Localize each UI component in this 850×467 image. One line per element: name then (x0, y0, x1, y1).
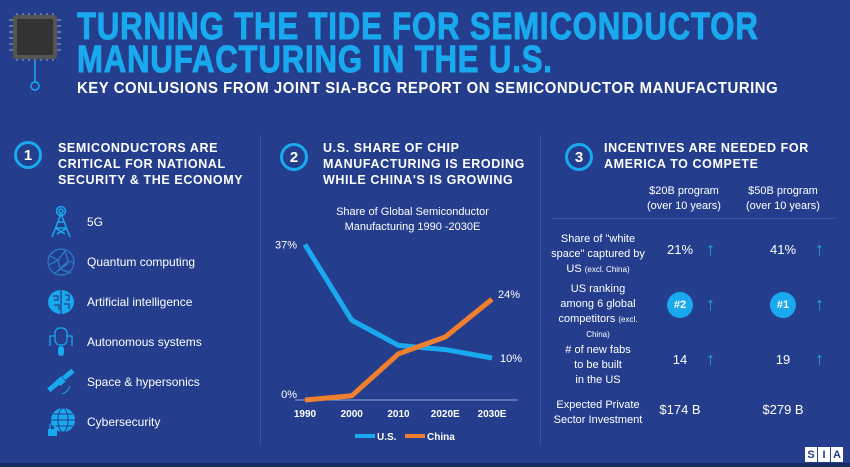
row-label-line: US ranking (570, 283, 626, 295)
title-line-2: MANUFACTURING IN THE U.S. (77, 39, 553, 81)
column-header: $50B program (over 10 years) (733, 184, 833, 214)
divider (540, 135, 541, 445)
row-label-line: US (excl. China) (548, 262, 648, 277)
legend-label: China (427, 432, 455, 443)
column-header-line: $50B program (748, 185, 818, 197)
row-label-line: competitors (excl. China) (548, 312, 648, 342)
microchip-icon (9, 13, 61, 91)
logo-letter: A (831, 447, 843, 462)
row-label-line: Share of "white (560, 233, 636, 245)
item-label: 5G (87, 215, 104, 229)
list-item: Cybersecurity (45, 404, 160, 440)
item-label: Cybersecurity (87, 415, 161, 429)
series-line-us (302, 243, 493, 361)
section-number: 2 (280, 143, 308, 171)
row-label: # of new fabs to be built in the US (548, 343, 648, 388)
network-sphere-icon (47, 248, 75, 276)
logo-letter: S (805, 447, 817, 462)
row-note: (excl. China) (584, 265, 630, 274)
column-header-line: $20B program (649, 185, 719, 197)
row-label-line: to be built (574, 359, 622, 371)
table-divider (552, 218, 835, 219)
data-label: 0% (281, 389, 297, 401)
data-label: 37% (275, 240, 297, 252)
subtitle: KEY CONLUSIONS FROM JOINT SIA-BCG REPORT… (77, 80, 779, 97)
row-value: 21% (666, 242, 694, 257)
row-value: 41% (769, 242, 797, 257)
row-label-line: space" captured by (551, 248, 645, 260)
item-label: Space & hypersonics (87, 375, 200, 389)
up-arrow-icon: ↑ (815, 349, 824, 369)
heading-line: SEMICONDUCTORS ARE (58, 141, 219, 155)
logo-letter: I (818, 447, 830, 462)
up-arrow-icon: ↑ (706, 239, 715, 259)
list-item: Autonomous systems (45, 324, 202, 360)
row-label-line: Sector Investment (553, 414, 643, 426)
title-line-1: TURNING THE TIDE FOR SEMICONDUCTOR (77, 6, 759, 48)
up-arrow-icon: ↑ (706, 294, 715, 314)
ranking-badge: #1 (770, 292, 796, 318)
heading-line: AMERICA TO COMPETE (604, 157, 759, 171)
heading-line: U.S. SHARE OF CHIP (323, 141, 460, 155)
satellite-icon (47, 368, 75, 395)
row-label-line: # of new fabs (565, 344, 631, 356)
row-note: (excl. China) (586, 315, 638, 339)
section-number: 3 (565, 143, 593, 171)
cell-tower-icon (51, 206, 71, 238)
up-arrow-icon: ↑ (815, 294, 824, 314)
item-label: Autonomous systems (87, 335, 202, 349)
column-header-line: (over 10 years) (647, 200, 721, 212)
column-header: $20B program (over 10 years) (634, 184, 734, 214)
row-label: Expected Private Sector Investment (548, 398, 648, 428)
row-label-line: in the US (575, 374, 621, 386)
section1-heading: SEMICONDUCTORS ARE CRITICAL FOR NATIONAL… (58, 140, 243, 188)
row-value: 19 (775, 352, 791, 367)
item-label: Quantum computing (87, 255, 196, 269)
row-label-line: among 6 global (560, 298, 636, 310)
globe-lock-icon (48, 407, 75, 436)
row-value: 14 (672, 352, 688, 367)
heading-line: WHILE CHINA'S IS GROWING (323, 173, 514, 187)
list-item: Quantum computing (45, 244, 195, 280)
row-label: Share of "white space" captured by US (exc… (548, 232, 648, 277)
section-number: 1 (14, 141, 42, 169)
x-tick-label: 2010 (387, 409, 410, 420)
heading-line: CRITICAL FOR NATIONAL (58, 157, 226, 171)
up-arrow-icon: ↑ (706, 349, 715, 369)
row-value: $279 B (762, 402, 804, 417)
list-item: 5G (45, 204, 103, 240)
ranking-badge: #2 (667, 292, 693, 318)
section3-heading: INCENTIVES ARE NEEDED FOR AMERICA TO COM… (604, 140, 809, 172)
x-tick-label: 2020E (431, 409, 460, 420)
series-line-china (304, 297, 494, 403)
x-tick-label: 1990 (294, 409, 317, 420)
row-label-text: competitors (558, 313, 616, 325)
legend-label: U.S. (377, 432, 397, 443)
row-label-line: Expected Private (556, 399, 640, 411)
list-item: Artificial intelligence (45, 284, 192, 320)
item-label: Artificial intelligence (87, 295, 193, 309)
list-item: Space & hypersonics (45, 364, 200, 400)
up-arrow-icon: ↑ (815, 239, 824, 259)
heading-line: SECURITY & THE ECONOMY (58, 173, 244, 187)
line-chart: 1990 2000 2010 2020E 2030E 37% 0% 24% 10% U.S. Chi… (275, 240, 522, 443)
column-header-line: (over 10 years) (746, 200, 820, 212)
section2-heading: U.S. SHARE OF CHIP MANUFACTURING IS EROD… (323, 140, 525, 188)
brain-icon (48, 290, 74, 314)
data-label: 10% (500, 353, 522, 365)
row-value: $174 B (659, 402, 701, 417)
row-label: US ranking among 6 global competitors (exc… (548, 282, 648, 342)
data-label: 24% (498, 289, 520, 301)
heading-line: INCENTIVES ARE NEEDED FOR (604, 141, 809, 155)
divider (260, 135, 261, 445)
row-label-text: US (566, 263, 582, 275)
robot-icon (49, 327, 73, 356)
bottom-bar (0, 463, 850, 467)
x-tick-label: 2030E (478, 409, 507, 420)
x-tick-label: 2000 (341, 409, 364, 420)
chart-title: Share of Global Semiconductor Manufactur… (336, 206, 489, 233)
heading-line: MANUFACTURING IS ERODING (323, 157, 525, 171)
